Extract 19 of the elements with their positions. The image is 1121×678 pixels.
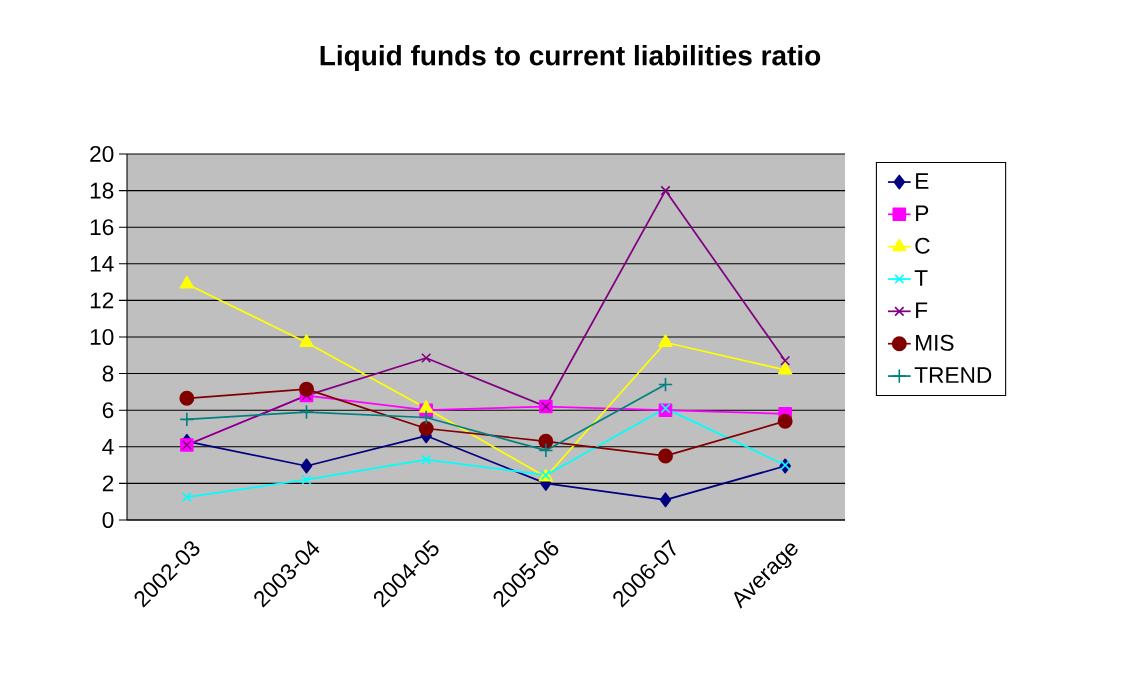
y-tick-label: 14 — [90, 255, 114, 272]
y-tick-label: 18 — [90, 182, 114, 199]
legend-label: T — [914, 270, 928, 286]
legend-label: C — [915, 237, 930, 254]
legend-label: F — [916, 302, 928, 319]
y-tick-label: 6 — [102, 402, 114, 419]
y-tick-label: 4 — [102, 438, 114, 455]
y-tick-label: 16 — [90, 219, 114, 236]
legend-label: MIS — [916, 334, 954, 351]
y-tick-label: 10 — [90, 328, 114, 346]
legend-label: TREND — [914, 367, 992, 383]
y-tick-label: 8 — [102, 365, 114, 382]
chart-title: Liquid funds to current liabilities ratio — [320, 44, 821, 72]
y-tick-label: 0 — [102, 511, 114, 529]
legend-label: E — [916, 173, 929, 189]
legend-label: P — [916, 205, 929, 222]
y-tick-label: 2 — [102, 475, 114, 492]
y-tick-label: 20 — [90, 145, 114, 163]
y-tick-label: 12 — [90, 292, 114, 309]
